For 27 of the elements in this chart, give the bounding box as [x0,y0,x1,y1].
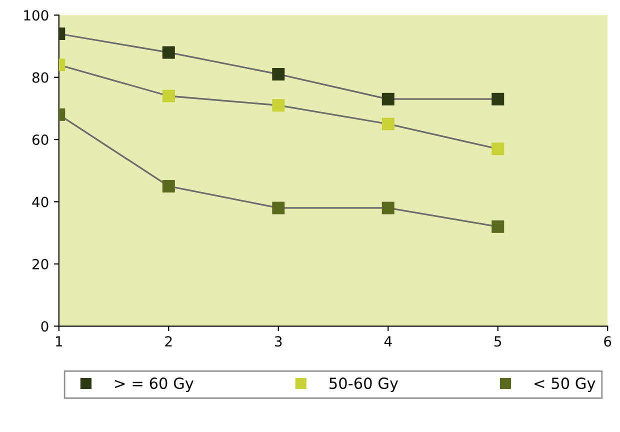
x-tick-label: 6 [604,336,612,347]
point [492,220,504,233]
point [382,118,394,130]
point [162,90,175,102]
point [162,46,175,59]
point [162,180,175,192]
y-tick-label: 60 [32,134,48,146]
legend-label: > = 60 Gy [115,378,194,392]
x-tick-label: 3 [275,336,282,347]
y-tick-label: 80 [32,72,48,83]
y-tick-label: 0 [41,321,48,332]
point [382,202,394,214]
x-tick-label: 2 [165,336,172,346]
legend-label: 50-60 Gy [330,378,398,392]
point [492,142,504,156]
point [492,92,504,106]
point [272,68,285,80]
x-tick-label: 1 [56,336,62,346]
y-tick-label: 40 [32,196,48,208]
point [272,202,285,214]
legend-label: < 50 Gy [534,378,596,392]
point [272,99,285,112]
x-tick-label: 4 [384,336,392,346]
y-tick-label: 20 [32,258,48,270]
x-tick-label: 5 [494,336,502,347]
point [382,92,394,106]
y-tick-label: 100 [24,10,48,21]
